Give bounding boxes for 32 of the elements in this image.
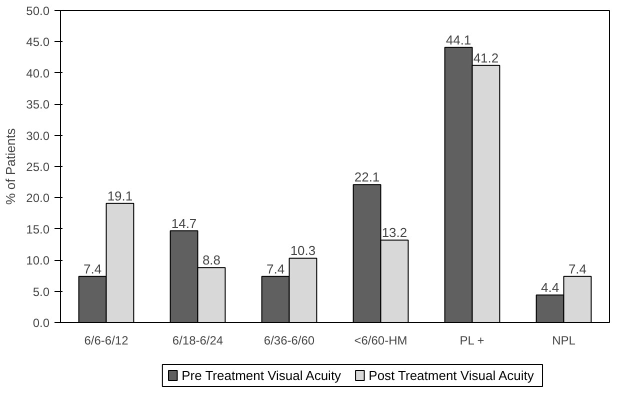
- data-label: 22.1: [354, 170, 380, 185]
- y-tick-label: 20.0: [26, 191, 50, 206]
- data-label: 8.8: [202, 252, 221, 268]
- y-tick-label: 50.0: [26, 4, 50, 18]
- x-tick-label: 6/18-6/24: [172, 334, 224, 348]
- data-label: 10.3: [290, 243, 316, 258]
- data-label: 13.2: [382, 225, 408, 240]
- y-tick-label: 25.0: [26, 160, 50, 174]
- x-tick-label: NPL: [552, 334, 576, 348]
- x-tick-label: PL +: [460, 334, 484, 348]
- y-tick-label: 40.0: [26, 66, 50, 80]
- y-tick-label: 30.0: [26, 128, 50, 143]
- data-label: 14.7: [171, 216, 197, 231]
- y-tick-label: 45.0: [26, 35, 50, 50]
- data-label: 7.4: [568, 261, 587, 276]
- data-label: 41.2: [473, 50, 499, 66]
- data-label: 7.4: [266, 261, 285, 276]
- y-axis-title: % of Patients: [3, 128, 18, 205]
- y-tick-label: 15.0: [26, 222, 50, 236]
- y-tick-label: 0.0: [32, 316, 50, 330]
- x-tick-label: 6/6-6/12: [84, 334, 129, 348]
- y-tick-label: 35.0: [26, 98, 50, 112]
- y-tick-label: 5.0: [32, 284, 50, 299]
- y-tick-label: 10.0: [26, 254, 50, 268]
- x-tick-label: <6/60-HM: [354, 334, 408, 348]
- legend-label: Pre Treatment Visual Acuity: [182, 368, 342, 383]
- legend-label: Post Treatment Visual Acuity: [368, 368, 534, 383]
- data-label: 4.4: [540, 280, 560, 296]
- data-label: 44.1: [446, 32, 472, 48]
- x-tick-label: 6/36-6/60: [264, 334, 315, 348]
- data-label: 19.1: [107, 188, 133, 204]
- data-label: 7.4: [83, 261, 102, 276]
